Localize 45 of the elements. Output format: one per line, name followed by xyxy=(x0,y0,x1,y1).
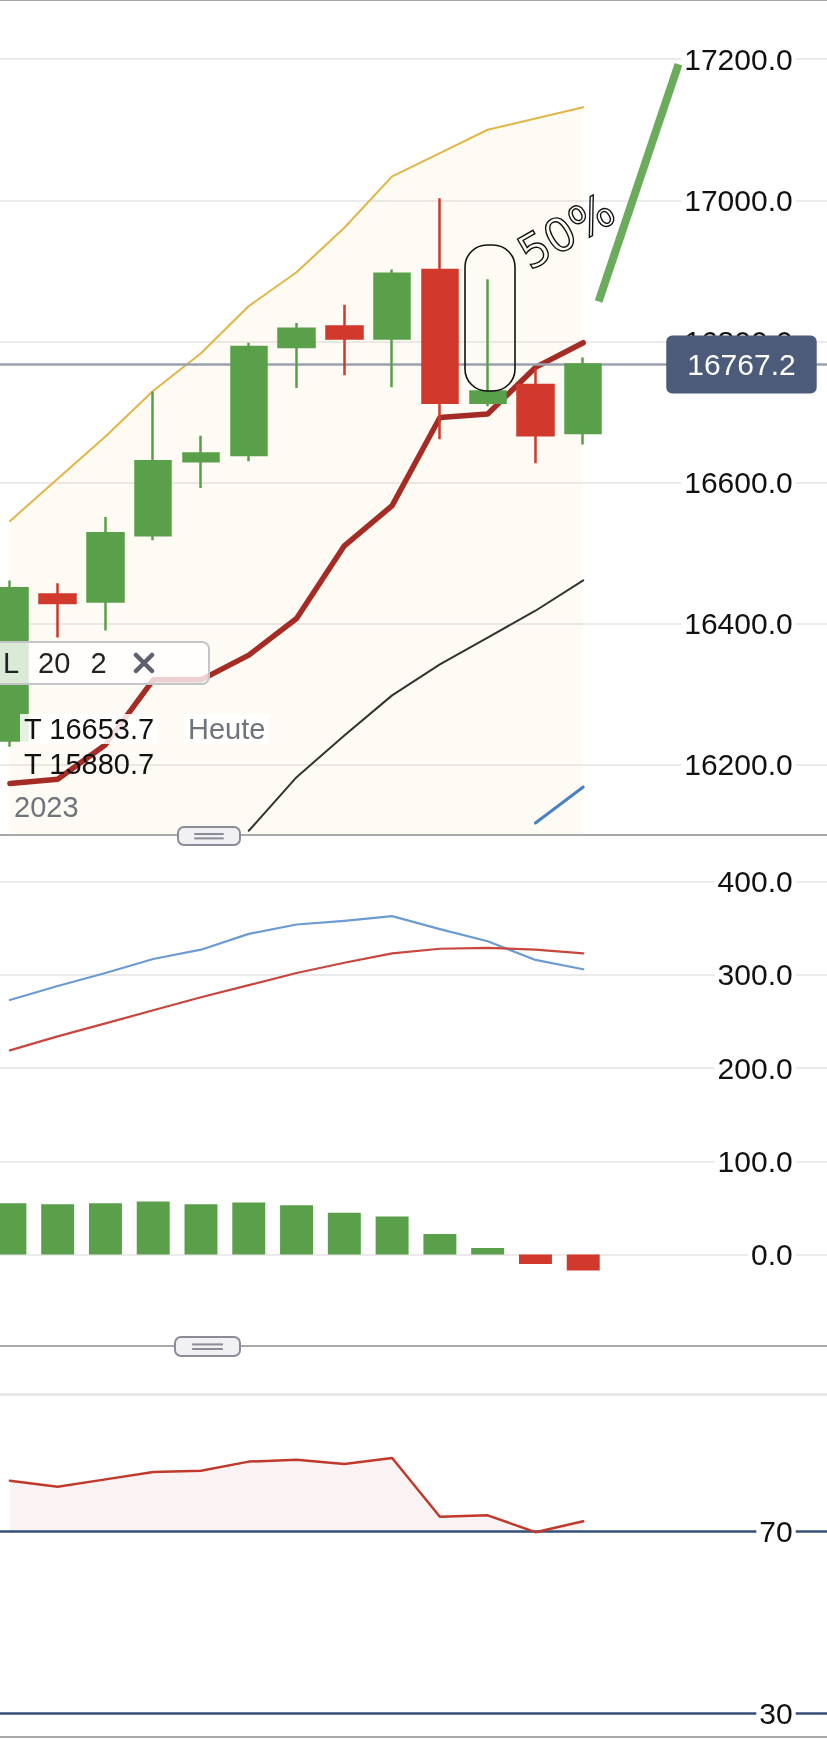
candlestick xyxy=(373,268,411,389)
annotation: Heute xyxy=(184,713,270,745)
bar xyxy=(471,1248,505,1255)
bar xyxy=(518,1254,552,1264)
candlestick xyxy=(421,196,459,441)
bar xyxy=(423,1234,457,1255)
y-tick-label: 17000.0 xyxy=(684,183,793,217)
candlestick xyxy=(469,278,507,408)
annotation: 50% xyxy=(508,182,625,281)
y-tick-label: 16400.0 xyxy=(684,606,793,640)
bar xyxy=(184,1204,218,1255)
bar xyxy=(327,1212,361,1255)
y-tick-label: 0.0 xyxy=(750,1238,793,1272)
chip-box: L 20 2 xyxy=(0,641,210,685)
y-tick-label: 300.0 xyxy=(717,958,793,992)
bar xyxy=(375,1216,409,1255)
y-tick-label: 400.0 xyxy=(717,865,793,899)
annotation: 2023 xyxy=(14,791,79,823)
bar xyxy=(279,1205,313,1255)
candlestick xyxy=(325,303,364,377)
y-tick-label: 70 xyxy=(759,1514,793,1548)
ref-line-label: 16767.2 xyxy=(687,347,796,381)
y-tick-label: 100.0 xyxy=(717,1144,793,1178)
annotation: T 16653.7 xyxy=(20,713,159,745)
y-tick-label: 17200.0 xyxy=(684,42,793,76)
y-tick-label: 30 xyxy=(759,1696,793,1730)
candlestick xyxy=(134,390,172,542)
y-tick-label: 16600.0 xyxy=(684,465,793,499)
y-tick-label: 200.0 xyxy=(717,1051,793,1085)
bar xyxy=(136,1201,170,1255)
annotation: L 20 2 xyxy=(3,647,107,679)
candlestick xyxy=(564,356,602,446)
candlestick xyxy=(38,581,77,639)
bar xyxy=(88,1203,122,1255)
line-series xyxy=(8,915,585,1002)
candlestick xyxy=(230,341,268,463)
candlestick xyxy=(277,321,316,390)
y-tick-label: 16200.0 xyxy=(684,747,793,781)
candlestick xyxy=(86,515,125,632)
line-series xyxy=(8,946,585,1052)
candlestick xyxy=(182,434,220,490)
bar xyxy=(41,1204,75,1255)
candlestick xyxy=(516,366,555,465)
bar xyxy=(566,1254,600,1271)
bar xyxy=(232,1202,266,1255)
